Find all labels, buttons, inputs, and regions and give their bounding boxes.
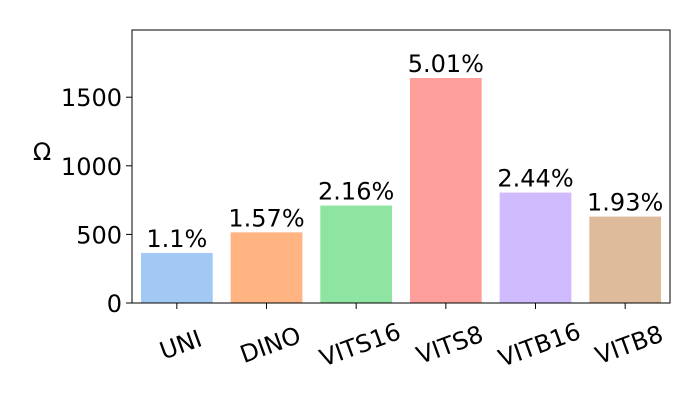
bar-annotation: 1.93%	[587, 189, 663, 217]
bar-annotation: 1.57%	[228, 204, 304, 232]
y-axis-label: Ω	[33, 138, 51, 166]
x-tick-label: VITS16	[316, 317, 404, 372]
x-tick-label: VITB8	[592, 320, 667, 370]
y-tick-label: 1000	[61, 153, 122, 181]
x-tick-label: VITS8	[413, 320, 487, 370]
bar	[320, 205, 393, 303]
y-tick-label: 500	[76, 221, 122, 249]
bar	[409, 78, 482, 303]
x-tick-label: DINO	[236, 321, 304, 369]
bar	[589, 216, 662, 303]
bar-annotation: 5.01%	[408, 50, 484, 78]
bar	[499, 192, 572, 303]
x-tick-label: VITB16	[495, 317, 585, 372]
plot-frame	[131, 29, 671, 304]
x-tick-label: UNI	[156, 325, 206, 366]
bar	[230, 232, 303, 303]
bar-annotation: 2.44%	[497, 165, 573, 193]
y-tick-label: 0	[107, 290, 122, 318]
y-tick-label: 1500	[61, 84, 122, 112]
bar-annotation: 2.16%	[318, 178, 394, 206]
bar	[140, 252, 213, 303]
bar-annotation: 1.1%	[146, 225, 207, 253]
